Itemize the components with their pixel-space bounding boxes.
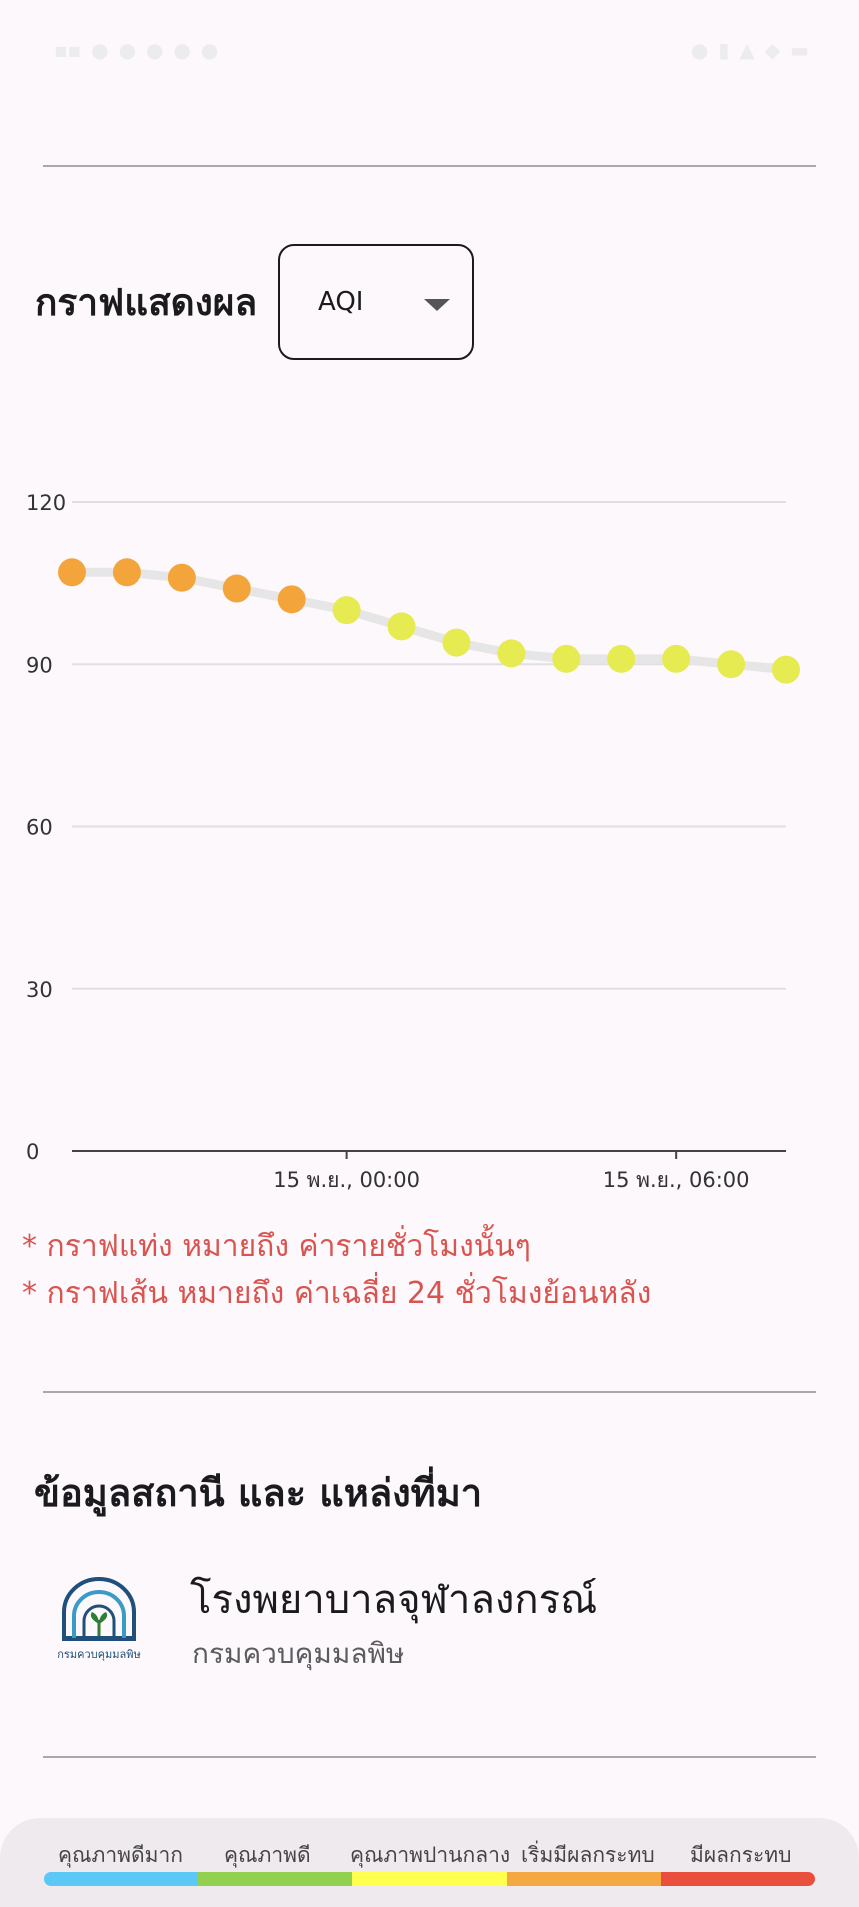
line-icon: ● — [91, 38, 109, 62]
legend-segment-very-good — [44, 1872, 199, 1886]
data-point — [772, 655, 800, 684]
data-point — [662, 644, 691, 673]
record-icon: ● — [146, 38, 164, 62]
note-line-graph: * กราฟเส้น หมายถึง ค่าเฉลี่ย 24 ชั่วโมงย… — [22, 1276, 652, 1311]
legend-segment-affecting — [660, 1872, 815, 1886]
logo-text: กรมควบคุมมลพิษ — [57, 1648, 140, 1661]
data-point — [387, 612, 416, 641]
legend-label-very-good: คุณภาพดีมาก — [58, 1843, 183, 1867]
x-tick-label: 15 พ.ย., 06:00 — [603, 1168, 750, 1192]
data-point — [277, 585, 306, 614]
data-point — [332, 596, 361, 625]
aqi-legend-card — [0, 1818, 859, 1907]
aqi-legend-labels: คุณภาพดีมาก คุณภาพดี คุณภาพปานกลาง เริ่ม… — [44, 1839, 814, 1871]
battery-icon: ▬ — [790, 38, 809, 62]
data-point — [167, 563, 196, 592]
aqi-legend-bar — [44, 1872, 815, 1886]
station-section-title: ข้อมูลสถานี และ แหล่งที่มา — [34, 1471, 483, 1515]
y-tick-label: 0 — [26, 1140, 39, 1164]
y-tick-label: 60 — [26, 816, 53, 840]
legend-label-good: คุณภาพดี — [224, 1843, 311, 1867]
bottom-divider — [43, 1756, 816, 1758]
note-bar-graph: * กราฟแท่ง หมายถึง ค่ารายชั่วโมงนั้นๆ — [22, 1229, 531, 1264]
status-bar: ▪▪ ● ● ● ● ● ● ▮ ▲ ◆ ▬ — [0, 0, 859, 100]
wifi-icon: ◆ — [764, 38, 781, 62]
middle-divider — [43, 1391, 816, 1393]
station-source: กรมควบคุมมลพิษ — [192, 1637, 405, 1670]
network-icon: ▪▪ — [54, 38, 82, 62]
station-name: โรงพยาบาลจุฬาลงกรณ์ — [190, 1577, 598, 1623]
graph-title: กราฟแสดงผล — [35, 280, 258, 324]
data-point — [58, 558, 86, 587]
data-point — [222, 574, 251, 603]
legend-segment-moderate — [352, 1872, 507, 1886]
line-icon: ● — [118, 38, 137, 62]
metric-dropdown[interactable]: AQI — [278, 244, 474, 360]
data-point — [442, 628, 471, 657]
message-icon: ● — [173, 38, 191, 62]
data-point — [607, 644, 636, 673]
signal-icon: ▲ — [739, 38, 755, 62]
data-point — [112, 558, 141, 587]
x-tick-label: 15 พ.ย., 00:00 — [273, 1168, 420, 1192]
status-right-icons: ● ▮ ▲ ◆ ▬ — [691, 38, 809, 62]
data-point — [497, 639, 526, 668]
vibrate-icon: ▮ — [718, 38, 730, 62]
status-left-icons: ▪▪ ● ● ● ● ● — [54, 38, 218, 62]
legend-segment-start-affecting — [506, 1872, 661, 1886]
legend-label-affecting: มีผลกระทบ — [690, 1843, 792, 1867]
legend-label-moderate: คุณภาพปานกลาง — [350, 1843, 511, 1867]
y-tick-label: 120 — [26, 491, 66, 515]
legend-label-start-affecting: เริ่มมีผลกระทบ — [521, 1843, 655, 1867]
cloud-icon: ● — [200, 38, 219, 62]
legend-segment-good — [198, 1872, 353, 1886]
graph-header: กราฟแสดงผล AQI — [35, 244, 835, 360]
aqi-line-chart: 0 30 60 90 120 15 พ.ย., 00:00 15 พ.ย., 06:00 — [26, 491, 800, 1192]
top-divider — [43, 165, 816, 167]
pcd-logo-icon: กรมควบคุมมลพิษ — [57, 1577, 141, 1661]
alarm-icon: ● — [690, 38, 709, 62]
data-point — [552, 644, 581, 673]
y-tick-label: 90 — [26, 653, 53, 677]
dropdown-arrow-icon — [424, 299, 450, 311]
data-point — [717, 650, 746, 679]
dropdown-value: AQI — [318, 287, 364, 317]
y-tick-label: 30 — [26, 978, 53, 1002]
